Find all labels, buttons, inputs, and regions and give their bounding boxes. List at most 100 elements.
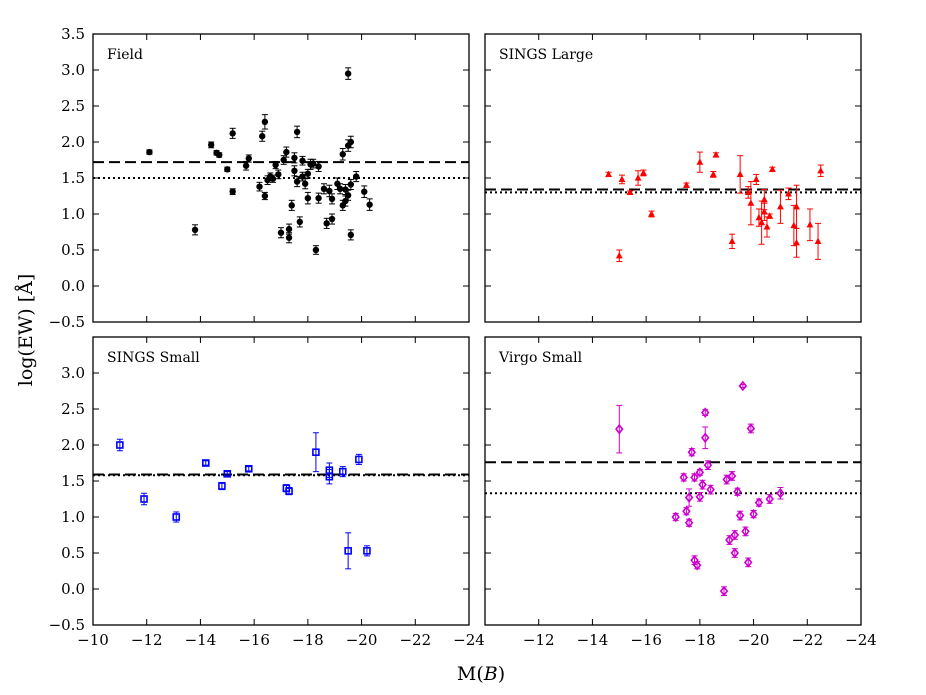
y-tick-label: −0.5 <box>49 616 85 634</box>
y-tick-label: 0.5 <box>61 544 85 562</box>
data-point <box>336 185 344 192</box>
data-point <box>366 201 373 208</box>
data-point <box>312 448 320 457</box>
data-point <box>304 170 312 177</box>
data-point <box>730 529 739 541</box>
data-point <box>315 163 322 170</box>
y-tick-label: 0.0 <box>61 580 85 598</box>
data-point <box>679 472 688 483</box>
panel-frame <box>92 33 470 323</box>
data-point <box>242 162 250 169</box>
data-point <box>272 161 279 169</box>
data-point <box>695 491 705 503</box>
data-point <box>712 151 720 158</box>
y-tick-label: 1.5 <box>61 169 85 187</box>
data-point <box>277 229 285 236</box>
y-tick-label: 2.5 <box>61 400 85 418</box>
data-point <box>703 459 713 471</box>
data-point <box>224 166 231 173</box>
data-point <box>736 170 744 177</box>
data-point <box>760 195 768 203</box>
data-point <box>342 197 349 205</box>
data-point <box>684 492 694 503</box>
x-tick-label: −12 <box>131 631 163 649</box>
data-point <box>727 470 737 482</box>
data-point <box>777 203 784 210</box>
data-point <box>312 246 320 254</box>
x-tick-label: −22 <box>399 631 431 649</box>
x-tick-label: −20 <box>738 631 770 649</box>
x-axis-label-main: M( <box>457 663 484 685</box>
data-point <box>347 231 355 239</box>
data-point <box>244 464 253 473</box>
data-point <box>698 479 707 490</box>
data-point <box>223 469 232 478</box>
data-point <box>763 223 771 230</box>
data-point <box>293 178 301 185</box>
data-point <box>347 138 355 146</box>
data-point <box>172 513 181 521</box>
data-point <box>722 474 731 485</box>
data-point <box>709 170 717 177</box>
data-point <box>291 154 298 162</box>
data-point <box>806 221 814 228</box>
data-point <box>684 517 694 529</box>
data-point <box>793 239 800 246</box>
data-point <box>229 130 236 137</box>
data-point <box>256 183 263 190</box>
data-point <box>269 175 277 182</box>
data-point <box>744 188 752 195</box>
y-tick-label: 3.5 <box>61 25 85 43</box>
data-point <box>344 70 352 77</box>
data-point <box>296 218 303 226</box>
y-tick-label: 1.5 <box>61 472 85 490</box>
panel-virgo-small: −12 −14 −16 −18 −20 −22 −24 Virgo Small <box>484 336 877 649</box>
data-point <box>735 510 745 521</box>
data-point <box>615 251 623 259</box>
data-point <box>754 497 764 508</box>
data-point <box>326 187 333 195</box>
data-point <box>733 486 742 498</box>
data-point <box>790 221 798 229</box>
data-point <box>342 186 349 193</box>
data-point <box>747 199 755 206</box>
data-point <box>304 194 312 202</box>
data-point <box>696 158 704 165</box>
data-point <box>730 547 739 559</box>
y-tick-label: 1.0 <box>61 508 85 526</box>
data-point <box>626 188 634 195</box>
data-point <box>323 220 330 227</box>
data-point <box>776 487 785 499</box>
data-point <box>752 175 760 183</box>
data-point <box>640 169 647 176</box>
data-point <box>719 585 729 597</box>
y-tick-label: 0.0 <box>61 277 85 295</box>
data-point <box>648 210 655 217</box>
x-tick-label: −24 <box>453 631 485 649</box>
data-point <box>285 487 293 495</box>
data-point <box>344 547 352 555</box>
panel-title: SINGS Small <box>107 350 200 366</box>
data-point <box>245 155 252 162</box>
data-point <box>320 185 328 192</box>
y-tick-label: −0.5 <box>49 313 85 331</box>
data-point <box>793 203 800 210</box>
data-point <box>361 188 368 195</box>
data-point <box>207 141 215 149</box>
data-point <box>280 156 287 164</box>
data-point <box>605 170 612 177</box>
data-point <box>285 234 293 241</box>
panel-sings-large: SINGS Large <box>484 33 862 323</box>
panel-field: −0.5 0.0 0.5 1.0 1.5 2.0 2.5 3.0 3.5 Field <box>49 25 470 331</box>
data-point <box>202 459 210 467</box>
data-point <box>261 192 269 200</box>
data-point <box>701 407 710 418</box>
data-point <box>671 511 680 523</box>
x-tick-label: −16 <box>238 631 270 649</box>
data-point <box>261 118 269 126</box>
y-tick-label: 2.0 <box>61 436 85 454</box>
panel-frame <box>484 336 862 626</box>
data-point <box>299 173 306 180</box>
y-tick-label: 3.0 <box>61 364 85 382</box>
data-point <box>301 180 309 187</box>
